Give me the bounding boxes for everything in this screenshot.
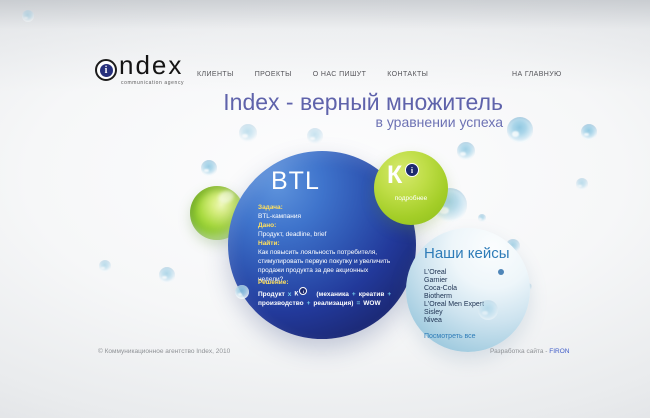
- btl-section-label: Найти:: [258, 240, 280, 247]
- bubble-decoration: [235, 285, 249, 299]
- bubble-decoration: [307, 128, 323, 144]
- formula-token: +: [387, 290, 392, 298]
- btl-section-text: BTL-кампания: [258, 213, 302, 220]
- page-subtitle: в уравнении успеха: [375, 114, 504, 130]
- logo-tagline: communication agency: [121, 80, 185, 86]
- site-credit: Разработка сайта - FIRON: [490, 348, 569, 355]
- bubble-decoration: [99, 260, 111, 272]
- btl-solution-label: Решение:: [258, 279, 289, 286]
- cases-circle: Наши кейсы L'Oreal Garnier Coca-Cola Biothe…: [406, 228, 530, 352]
- case-item[interactable]: L'Oreal: [424, 269, 447, 276]
- bubble-decoration: [457, 142, 475, 160]
- page-title: Index - верный множитель: [223, 89, 503, 115]
- logo-i-letter: i: [99, 63, 113, 77]
- bubble-decoration: [201, 160, 217, 176]
- case-item[interactable]: Nivea: [424, 317, 442, 324]
- nav-item[interactable]: О НАС ПИШУТ: [312, 71, 367, 78]
- hero: Index - верный множитель в уравнении усп…: [223, 89, 503, 130]
- home-link[interactable]: НА ГЛАВНУЮ: [512, 71, 562, 78]
- nav-item[interactable]: ПРОЕКТЫ: [254, 71, 292, 78]
- bubble-decoration: [478, 214, 486, 222]
- btl-section-label: Дано:: [258, 222, 277, 229]
- bubble-decoration: [507, 117, 533, 143]
- info-icon: i: [405, 163, 419, 177]
- main-nav: КЛИЕНТЫ ПРОЕКТЫ О НАС ПИШУТ КОНТАКТЫ: [197, 71, 428, 78]
- btl-section-text: Как повысить лояльность потребителя, сти…: [258, 249, 391, 283]
- bubble-decoration: [581, 124, 597, 140]
- nav-item[interactable]: КОНТАКТЫ: [387, 71, 429, 78]
- copyright-text: © Коммуникационное агентство Index, 2010: [98, 348, 231, 355]
- cases-list: L'Oreal Garnier Coca-Cola Biotherm L'Oreal M…: [424, 269, 484, 325]
- cases-title: Наши кейсы: [424, 245, 510, 262]
- view-all-link[interactable]: Посмотреть все: [424, 333, 476, 340]
- btl-sections: Задача: BTL-кампания Дано: Продукт, deadlin…: [258, 203, 394, 284]
- bubble-decoration: [159, 267, 175, 283]
- formula-token: производство: [258, 299, 304, 307]
- formula-token: х: [287, 290, 292, 298]
- case-item[interactable]: L'Oreal Men Expert: [424, 301, 485, 308]
- logo-text: ndex: [119, 50, 184, 80]
- formula-token: реализация): [313, 299, 354, 307]
- btl-section-label: Задача:: [258, 204, 283, 211]
- k-detail-circle[interactable]: К i подробнее: [374, 151, 448, 225]
- formula-token: =: [356, 299, 361, 307]
- podrobnee-link[interactable]: подробнее: [394, 195, 428, 202]
- formula-token: WOW: [363, 299, 381, 307]
- btl-title: BTL: [271, 167, 320, 195]
- formula-token: (механика: [316, 290, 349, 298]
- accent-dot-decoration: [498, 269, 504, 275]
- nav-item[interactable]: КЛИЕНТЫ: [197, 71, 234, 78]
- case-item[interactable]: Coca-Cola: [424, 285, 458, 292]
- case-item[interactable]: Biotherm: [424, 293, 453, 300]
- case-item[interactable]: Garnier: [424, 277, 448, 284]
- formula-token: +: [351, 290, 356, 298]
- credit-text: Разработка сайта -: [490, 348, 550, 355]
- case-item[interactable]: Sisley: [424, 309, 443, 316]
- btl-section-text: Продукт, deadline, brief: [258, 231, 327, 238]
- formula-token: креатив: [358, 290, 385, 298]
- logo[interactable]: i ndex communication agency: [95, 50, 184, 87]
- bubble-decoration: [478, 300, 498, 320]
- info-icon: i: [299, 287, 308, 295]
- k-letter: К: [387, 161, 403, 189]
- firon-link[interactable]: FIRON: [549, 348, 570, 355]
- formula-token: Продукт: [258, 290, 285, 298]
- logo-i-icon: i: [95, 59, 117, 81]
- bubble-decoration: [22, 10, 34, 22]
- bubble-decoration: [576, 178, 588, 190]
- bubble-decoration: [239, 124, 257, 142]
- formula-token: +: [306, 299, 311, 307]
